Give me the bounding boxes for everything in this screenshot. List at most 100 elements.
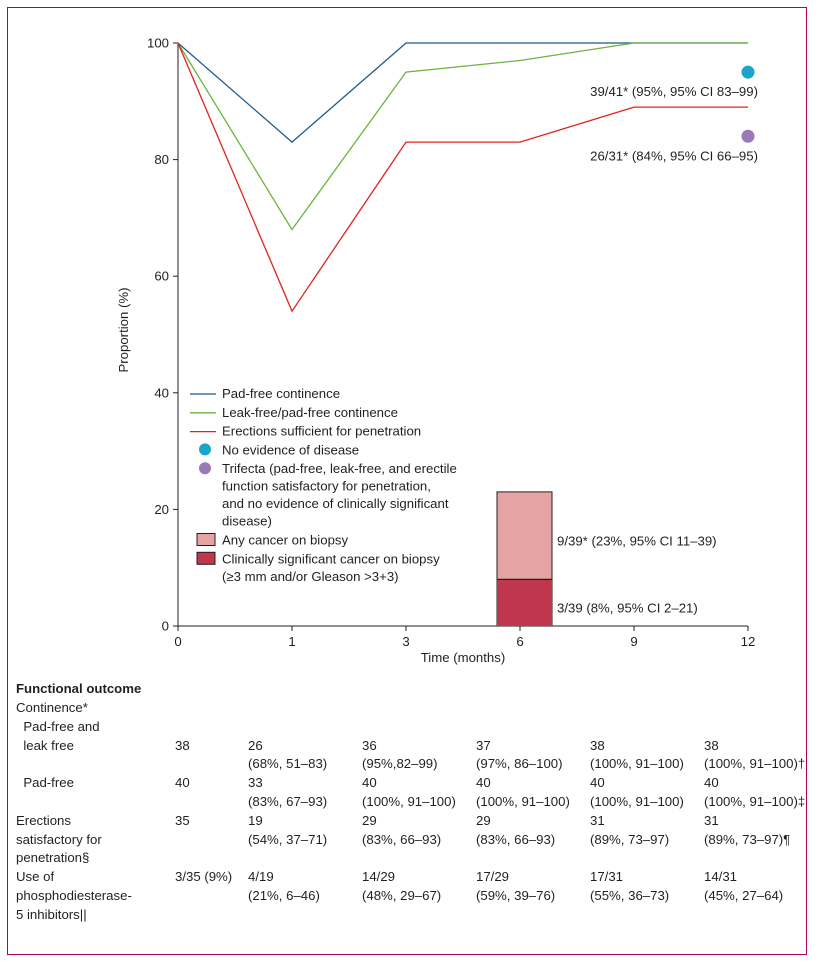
y-tick-label: 40 [154, 385, 169, 400]
series-line [177, 42, 748, 313]
y-tick-label: 100 [147, 36, 169, 51]
row-label: Pad-free and [16, 718, 100, 734]
outcome-cell: 26 [248, 737, 263, 753]
table-heading: Functional outcome [16, 681, 142, 696]
outcome-cell: (97%, 86–100) [476, 756, 563, 772]
y-tick-label: 0 [162, 619, 169, 634]
x-tick-label: 12 [741, 634, 756, 649]
outcome-cell: 14/31 [704, 869, 738, 885]
outcome-cell: 4/19 [248, 869, 274, 885]
row-label: Pad-free [16, 775, 74, 791]
outcome-cell: 31 [704, 812, 719, 828]
y-tick-label: 80 [154, 152, 169, 167]
outcome-cell: (21%, 6–46) [248, 888, 320, 903]
legend-label: Leak-free/pad-free continence [222, 405, 398, 420]
row-label: Use of [16, 869, 55, 885]
x-tick-label: 0 [174, 634, 181, 649]
outcome-cell: (100%, 91–100) [362, 794, 456, 809]
row-label: satisfactory for [16, 831, 102, 847]
legend-box-swatch [196, 533, 216, 546]
baseline-value: 35 [175, 812, 190, 828]
outcome-cell: (55%, 36–73) [590, 888, 670, 903]
outcome-cell: 40 [362, 775, 377, 791]
row-label: phosphodiesterase- [16, 888, 132, 903]
legend-dot-swatch [199, 462, 211, 475]
legend-label: (≥3 mm and/or Gleason >3+3) [222, 569, 399, 584]
outcome-cell: (100%, 91–100)† [704, 756, 806, 772]
outcome-cell: (83%, 66–93) [476, 831, 556, 847]
outcome-cell: (45%, 27–64) [704, 888, 784, 903]
y-axis-label: Proportion (%) [116, 287, 131, 372]
legend-label: function satisfactory for penetration, [222, 479, 431, 494]
x-tick-label: 6 [516, 634, 523, 649]
outcome-cell: 29 [362, 812, 377, 828]
outcome-cell: (48%, 29–67) [362, 888, 442, 903]
outcome-cell: 17/31 [590, 869, 624, 885]
outcome-cell: 40 [590, 775, 605, 791]
outcome-cell: 14/29 [362, 869, 396, 885]
legend-label: Clinically significant cancer on biopsy [222, 551, 440, 566]
outcome-cell: (100%, 91–100) [476, 794, 570, 809]
outcome-cell: 31 [590, 812, 605, 828]
series-line [177, 42, 748, 231]
row-label: Continence* [16, 700, 88, 715]
outcome-cell: 38 [590, 737, 605, 753]
baseline-value: 40 [175, 775, 190, 791]
figure-frame [7, 7, 807, 955]
x-tick-label: 1 [288, 634, 295, 649]
outcome-cell: (100%, 91–100) [590, 756, 684, 772]
baseline-value: 38 [175, 737, 190, 753]
outcome-cell: 33 [248, 775, 263, 791]
outcome-cell: 38 [704, 737, 719, 753]
biopsy-bars: 9/39* (23%, 95% CI 11–39) 3/39 (8%, 95% C… [496, 491, 717, 627]
outcome-cell: (54%, 37–71) [248, 831, 328, 847]
bar-data-label: 3/39 (8%, 95% CI 2–21) [557, 601, 698, 616]
legend-label: and no evidence of clinically significan… [222, 496, 449, 511]
legend-label: Trifecta (pad-free, leak-free, and erect… [222, 461, 457, 476]
row-label: leak free [16, 737, 74, 753]
outcome-cell: (95%,82–99) [362, 756, 438, 772]
point-data-label: 26/31* (84%, 95% CI 66–95) [590, 148, 758, 163]
trifecta-point [741, 129, 755, 143]
outcome-cell: 40 [476, 775, 491, 791]
outcome-cell: (100%, 91–100)‡ [704, 794, 806, 809]
series-lines [177, 42, 748, 313]
x-tick-label: 9 [630, 634, 637, 649]
legend-dot-swatch [199, 443, 211, 456]
row-label: 5 inhibitors|| [16, 906, 87, 922]
outcome-cell: 40 [704, 775, 719, 791]
outcome-cell: 37 [476, 737, 491, 753]
outcome-cell: 19 [248, 812, 263, 828]
legend: Pad-free continence Leak-free/pad-free co… [190, 386, 457, 584]
row-label: penetration§ [16, 850, 90, 866]
outcome-cell: (100%, 91–100) [590, 794, 684, 809]
legend-label: Erections sufficient for penetration [222, 424, 421, 439]
outcome-points: 39/41* (95%, 95% CI 83–99) 26/31* (84%, 9… [590, 65, 758, 163]
bar-data-label: 9/39* (23%, 95% CI 11–39) [557, 533, 717, 548]
y-tick-label: 20 [154, 502, 169, 517]
outcome-cell: (59%, 39–76) [476, 888, 556, 903]
outcome-cell: (89%, 73–97)¶ [704, 831, 791, 847]
legend-box-swatch [196, 551, 216, 565]
no-evidence-point [741, 65, 755, 79]
x-tick-label: 3 [402, 634, 409, 649]
chart: 0 20 40 60 80 100 0 1 3 6 9 12 9/39* (23%, 95% CI 1… [116, 36, 758, 666]
outcome-cell: (83%, 67–93) [248, 794, 328, 809]
legend-label: Pad-free continence [222, 386, 340, 401]
x-axis-label: Time (months) [421, 650, 506, 665]
outcome-cell: (83%, 66–93) [362, 831, 442, 847]
outcome-cell: 36 [362, 737, 377, 753]
outcome-cell: 29 [476, 812, 491, 828]
baseline-value: 3/35 (9%) [175, 869, 233, 885]
outcome-cell: 17/29 [476, 869, 510, 885]
significant-cancer-bar [497, 579, 552, 626]
legend-label: Any cancer on biopsy [222, 533, 348, 548]
y-tick-label: 60 [154, 269, 169, 284]
outcome-cell: (68%, 51–83) [248, 756, 328, 772]
row-label: Erections [16, 812, 71, 828]
axes: 0 20 40 60 80 100 0 1 3 6 9 12 [147, 36, 755, 650]
point-data-label: 39/41* (95%, 95% CI 83–99) [590, 84, 758, 99]
legend-label: No evidence of disease [222, 442, 359, 457]
legend-label: disease) [222, 514, 272, 529]
